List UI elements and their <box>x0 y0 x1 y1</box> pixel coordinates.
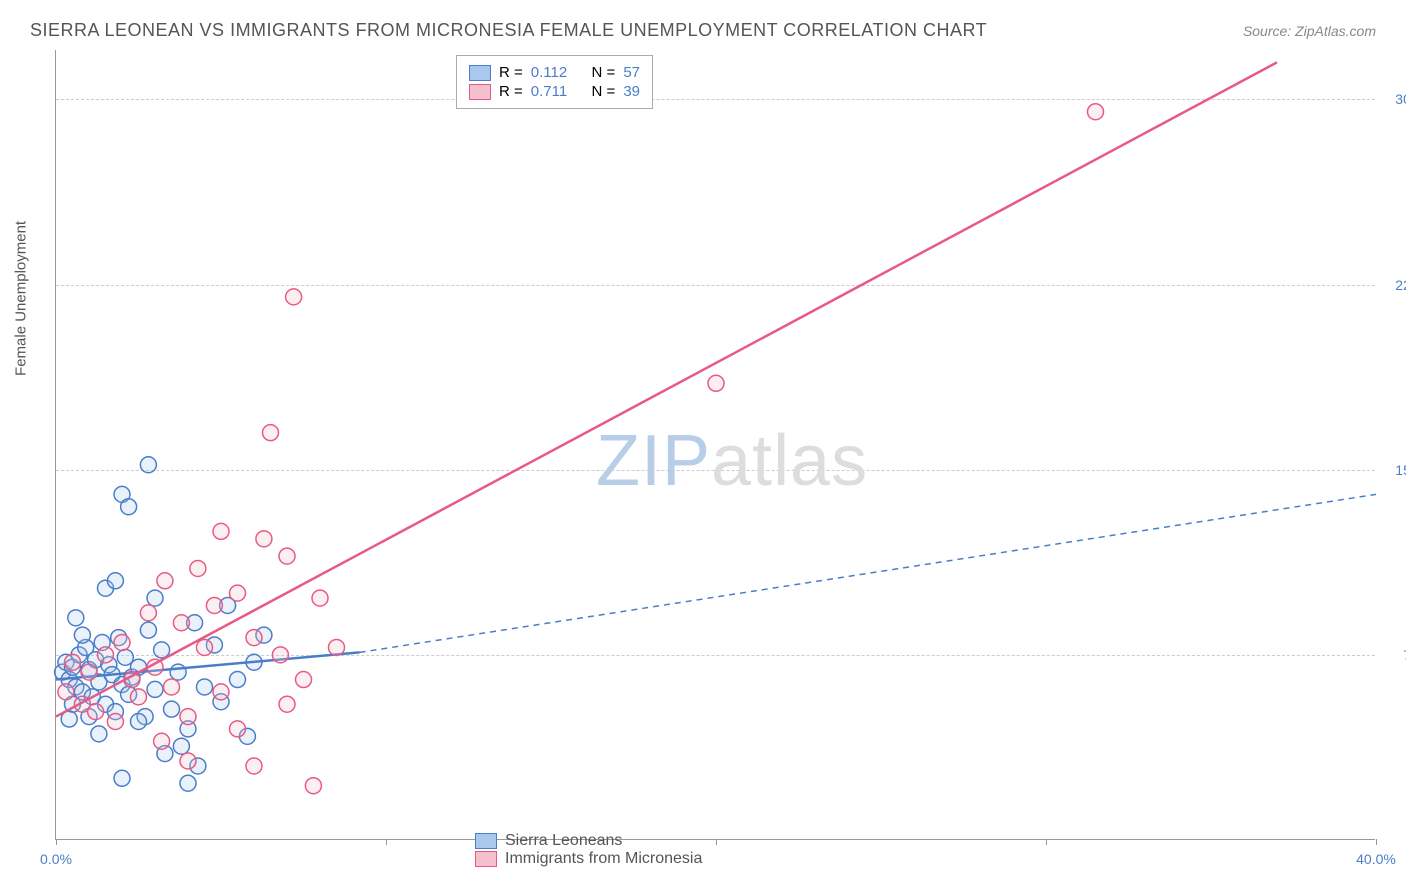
scatter-point <box>98 647 114 663</box>
scatter-point <box>131 714 147 730</box>
scatter-point <box>180 709 196 725</box>
scatter-point <box>197 639 213 655</box>
series-legend: Sierra LeoneansImmigrants from Micronesi… <box>475 832 702 868</box>
scatter-point <box>1088 104 1104 120</box>
n-value: 39 <box>623 83 640 100</box>
regression-line <box>56 62 1277 716</box>
plot-area: Female Unemployment 7.5%15.0%22.5%30.0% … <box>55 50 1375 840</box>
legend-stat-row: R = 0.112 N = 57 <box>469 64 640 81</box>
x-tick <box>386 839 387 845</box>
legend-swatch <box>475 851 497 867</box>
legend-item: Sierra Leoneans <box>475 832 702 850</box>
scatter-point <box>147 681 163 697</box>
scatter-point <box>312 590 328 606</box>
scatter-point <box>164 701 180 717</box>
legend-swatch <box>469 65 491 81</box>
scatter-point <box>140 622 156 638</box>
scatter-point <box>180 753 196 769</box>
series-name: Sierra Leoneans <box>505 832 622 850</box>
scatter-point <box>180 775 196 791</box>
scatter-plot-svg <box>56 50 1375 839</box>
scatter-point <box>197 679 213 695</box>
scatter-point <box>272 647 288 663</box>
scatter-point <box>81 664 97 680</box>
scatter-point <box>107 714 123 730</box>
x-tick <box>56 839 57 845</box>
scatter-point <box>170 664 186 680</box>
legend-swatch <box>469 84 491 100</box>
scatter-point <box>131 689 147 705</box>
y-axis-label: Female Unemployment <box>13 220 30 375</box>
source-attribution: Source: ZipAtlas.com <box>1243 23 1376 39</box>
scatter-point <box>246 758 262 774</box>
legend-stat-row: R = 0.711 N = 39 <box>469 83 640 100</box>
legend-item: Immigrants from Micronesia <box>475 850 702 868</box>
scatter-point <box>190 560 206 576</box>
scatter-point <box>206 597 222 613</box>
scatter-point <box>708 375 724 391</box>
scatter-point <box>157 573 173 589</box>
n-label: N = <box>592 83 616 100</box>
scatter-point <box>140 457 156 473</box>
x-tick-label: 40.0% <box>1356 851 1396 867</box>
scatter-point <box>329 639 345 655</box>
scatter-point <box>65 654 81 670</box>
scatter-point <box>58 684 74 700</box>
scatter-point <box>213 523 229 539</box>
scatter-point <box>91 726 107 742</box>
regression-line-extrapolated <box>360 494 1376 652</box>
scatter-point <box>114 770 130 786</box>
scatter-point <box>154 642 170 658</box>
scatter-point <box>246 630 262 646</box>
x-tick <box>1376 839 1377 845</box>
scatter-point <box>213 684 229 700</box>
chart-title: SIERRA LEONEAN VS IMMIGRANTS FROM MICRON… <box>30 20 987 41</box>
scatter-point <box>263 425 279 441</box>
scatter-point <box>88 704 104 720</box>
scatter-point <box>256 531 272 547</box>
scatter-point <box>173 738 189 754</box>
scatter-point <box>68 610 84 626</box>
scatter-point <box>279 696 295 712</box>
scatter-point <box>305 778 321 794</box>
scatter-point <box>230 721 246 737</box>
scatter-point <box>173 615 189 631</box>
r-value: 0.711 <box>531 83 567 100</box>
y-tick-label: 15.0% <box>1395 462 1406 478</box>
scatter-point <box>286 289 302 305</box>
n-value: 57 <box>623 64 640 81</box>
legend-swatch <box>475 833 497 849</box>
scatter-point <box>296 672 312 688</box>
r-label: R = <box>499 83 523 100</box>
scatter-point <box>230 672 246 688</box>
scatter-point <box>140 605 156 621</box>
scatter-point <box>154 733 170 749</box>
x-tick <box>1046 839 1047 845</box>
scatter-point <box>107 573 123 589</box>
y-tick-label: 22.5% <box>1395 277 1406 293</box>
scatter-point <box>114 635 130 651</box>
r-label: R = <box>499 64 523 81</box>
x-tick <box>716 839 717 845</box>
y-tick-label: 30.0% <box>1395 91 1406 107</box>
scatter-point <box>147 590 163 606</box>
series-name: Immigrants from Micronesia <box>505 850 702 868</box>
scatter-point <box>279 548 295 564</box>
correlation-stats-legend: R = 0.112 N = 57 R = 0.711 N = 39 <box>456 55 653 109</box>
scatter-point <box>230 585 246 601</box>
r-value: 0.112 <box>531 64 567 81</box>
chart-container: Female Unemployment 7.5%15.0%22.5%30.0% … <box>55 50 1375 840</box>
x-tick-label: 0.0% <box>40 851 72 867</box>
scatter-point <box>74 627 90 643</box>
n-label: N = <box>592 64 616 81</box>
scatter-point <box>164 679 180 695</box>
scatter-point <box>121 499 137 515</box>
